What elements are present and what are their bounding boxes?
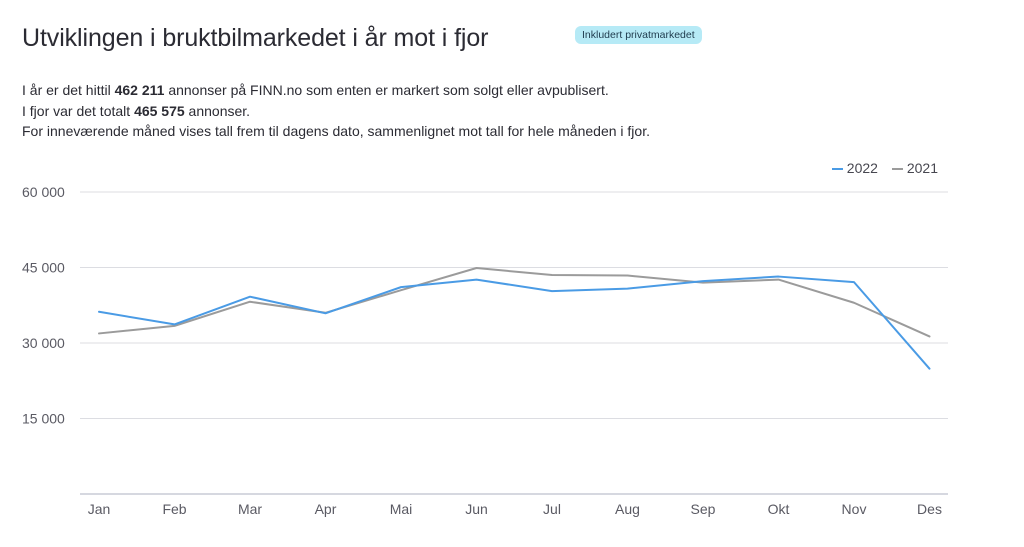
x-tick-label: Aug bbox=[615, 501, 640, 517]
x-tick-label: Nov bbox=[842, 501, 867, 517]
chart-description: I år er det hittil 462 211 annonser på F… bbox=[22, 80, 650, 142]
x-tick-label: Mai bbox=[390, 501, 413, 517]
total-this-year: 462 211 bbox=[114, 82, 165, 98]
x-tick-label: Des bbox=[917, 501, 942, 517]
y-tick-label: 30 000 bbox=[22, 335, 65, 351]
x-tick-label: Mar bbox=[238, 501, 262, 517]
chart-title: Utviklingen i bruktbilmarkedet i år mot … bbox=[22, 24, 489, 52]
x-tick-label: Jun bbox=[465, 501, 488, 517]
total-last-year: 465 575 bbox=[134, 102, 185, 119]
description-line-3: For inneværende måned vises tall frem ti… bbox=[22, 123, 650, 139]
x-tick-label: Jul bbox=[543, 501, 561, 517]
x-tick-label: Sep bbox=[691, 501, 716, 517]
legend-swatch-2022 bbox=[831, 168, 843, 171]
x-tick-label: Apr bbox=[315, 501, 337, 517]
chart-legend: 2022 2021 bbox=[822, 160, 938, 176]
y-tick-label: 60 000 bbox=[22, 184, 65, 200]
description-line-1: I år er det hittil 462 211 annonser på F… bbox=[22, 82, 609, 98]
private-market-badge[interactable]: Inkludert privatmarkedet bbox=[575, 26, 702, 44]
series-line-2022 bbox=[98, 275, 931, 370]
x-tick-label: Okt bbox=[768, 501, 790, 517]
x-tick-label: Feb bbox=[162, 501, 186, 517]
legend-swatch-2021 bbox=[891, 168, 903, 171]
legend-item-2021[interactable]: 2021 bbox=[891, 160, 938, 176]
y-tick-label: 15 000 bbox=[22, 411, 65, 427]
description-line-2: I fjor var det totalt 465 575 annonser. bbox=[22, 102, 251, 119]
y-tick-label: 45 000 bbox=[22, 260, 65, 276]
x-tick-label: Jan bbox=[88, 501, 111, 517]
series-line-2021 bbox=[98, 267, 931, 338]
legend-item-2022[interactable]: 2022 bbox=[831, 160, 878, 176]
